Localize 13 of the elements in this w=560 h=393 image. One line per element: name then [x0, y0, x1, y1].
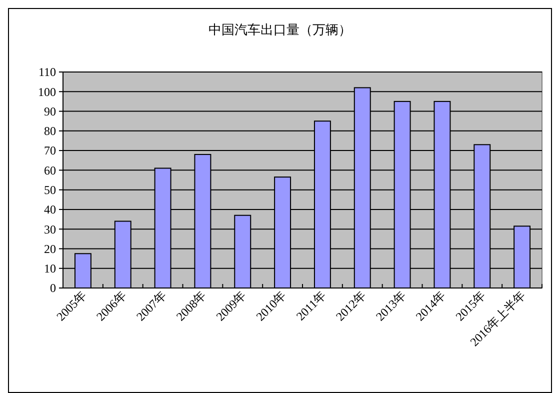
y-tick-label: 0 — [50, 281, 56, 296]
y-tick-label: 10 — [44, 262, 56, 276]
y-tick-label: 90 — [44, 104, 56, 118]
y-tick-label: 50 — [44, 183, 56, 198]
y-tick-label: 40 — [44, 202, 56, 217]
y-tick-label: 110 — [38, 65, 56, 80]
y-tick-label: 100 — [38, 84, 56, 99]
y-tick-label: 30 — [44, 222, 56, 236]
y-tick-label: 80 — [44, 124, 56, 138]
y-tick-label: 60 — [44, 163, 56, 178]
y-tick-label: 20 — [44, 242, 56, 256]
y-tick-label: 70 — [44, 144, 56, 158]
chart-title: 中国汽车出口量（万辆） — [208, 23, 352, 38]
